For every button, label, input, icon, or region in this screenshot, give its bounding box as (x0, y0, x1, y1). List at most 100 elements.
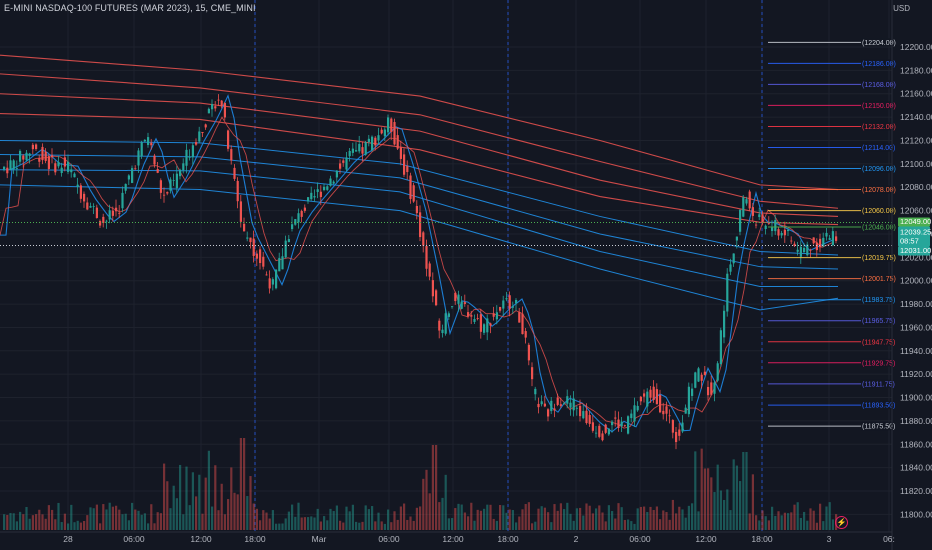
time-tick-label: 06:00 (378, 534, 400, 544)
candle-body (479, 314, 482, 332)
volume-bar (195, 496, 198, 530)
volume-bar (131, 502, 134, 530)
volume-bar (707, 468, 710, 530)
volume-bar (774, 515, 777, 530)
volume-bar (422, 478, 425, 530)
candle-body (12, 160, 15, 170)
volume-bar (211, 506, 214, 530)
candlesticks[interactable] (3, 94, 838, 450)
volume-bar (60, 522, 63, 530)
candle-body (335, 170, 338, 178)
candle-body (470, 315, 473, 317)
candle-body (575, 407, 578, 409)
volume-bar (329, 508, 332, 530)
price-level-label-bg (861, 422, 891, 431)
volume-bar (671, 499, 674, 530)
volume-bar (611, 511, 614, 530)
candle-body (383, 129, 386, 137)
candle-body (316, 189, 319, 192)
price-tick-label: 11880.00 (900, 416, 932, 426)
candle-body (524, 331, 527, 338)
candle-body (543, 403, 546, 407)
candle-body (291, 224, 294, 230)
candle-body (751, 207, 754, 216)
volume-bar (92, 508, 95, 530)
volume-bar (454, 508, 457, 530)
candle-body (105, 220, 108, 222)
volume-bar (35, 514, 38, 530)
price-tick-label: 12160.00 (900, 89, 932, 99)
candle-body (598, 425, 601, 437)
volume-bar (451, 518, 454, 530)
candle-body (281, 256, 284, 270)
candle-body (198, 131, 201, 142)
volume-bar (531, 523, 534, 530)
time-tick-label: 18:00 (751, 534, 773, 544)
volume-bar (185, 466, 188, 530)
price-level-label: (12186.00) (862, 61, 896, 68)
price-tick-label: 11960.00 (900, 322, 932, 332)
candle-body (211, 104, 214, 110)
candle-body (783, 229, 786, 236)
volume-bar (374, 521, 377, 530)
candle-body (649, 389, 652, 398)
price-level-label-bg (861, 274, 891, 283)
volume-bar (383, 523, 386, 530)
candle-body (19, 150, 22, 162)
volume-bar (492, 518, 495, 530)
price-level-label-bg (861, 185, 891, 194)
volume-bar (99, 523, 102, 530)
volume-bar (495, 520, 498, 530)
candle-body (687, 386, 690, 415)
volume-bar (95, 504, 98, 530)
volume-bar (543, 507, 546, 530)
volume-bar (630, 521, 633, 530)
volume-bar (102, 504, 105, 530)
volume-bar (646, 511, 649, 530)
volume-bar (803, 511, 806, 530)
volume-bar (115, 505, 118, 530)
candle-body (636, 405, 639, 411)
candle-body (6, 167, 9, 174)
price-level-label-bg (861, 143, 891, 152)
candle-body (380, 129, 383, 134)
volume-bar (233, 492, 236, 530)
candle-body (76, 184, 79, 187)
candle-body (239, 201, 242, 222)
volume-bar (627, 519, 630, 530)
candle-body (230, 149, 233, 161)
volume-bar (259, 520, 262, 530)
volume-bar (486, 504, 489, 530)
volume-bar (38, 509, 41, 530)
price-tag-upper: 12049.00 (898, 217, 931, 227)
candle-body (556, 397, 559, 405)
candle-body (646, 391, 649, 407)
volume-bar (428, 493, 431, 530)
candle-body (684, 407, 687, 414)
horizontal-levels[interactable]: (12204.00) (12186.00) (12168.00) (12150.00)… (0, 38, 896, 431)
volume-bar (207, 450, 210, 530)
volume-bar (796, 502, 799, 530)
moving-average-line (0, 93, 839, 217)
price-level-label: (12019.75) (862, 255, 896, 262)
volume-bar (771, 506, 774, 530)
symbol-title[interactable]: E-MINI NASDAQ-100 FUTURES (MAR 2023), 15… (4, 3, 256, 13)
volume-bar (118, 509, 121, 530)
price-level-label-bg (861, 337, 891, 346)
volume-bar (652, 509, 655, 530)
price-tick-label: 11860.00 (900, 439, 932, 449)
price-level-label: (12204.00) (862, 40, 896, 47)
candle-body (102, 216, 105, 223)
flash-icon[interactable]: ⚡ (835, 516, 848, 529)
candle-body (803, 247, 806, 253)
candle-body (579, 405, 582, 417)
price-tick-label: 12020.00 (900, 252, 932, 262)
price-level-label-bg (861, 295, 891, 304)
candle-body (73, 173, 76, 178)
candle-body (255, 253, 258, 259)
volume-bar (569, 513, 572, 530)
candle-body (351, 148, 354, 153)
